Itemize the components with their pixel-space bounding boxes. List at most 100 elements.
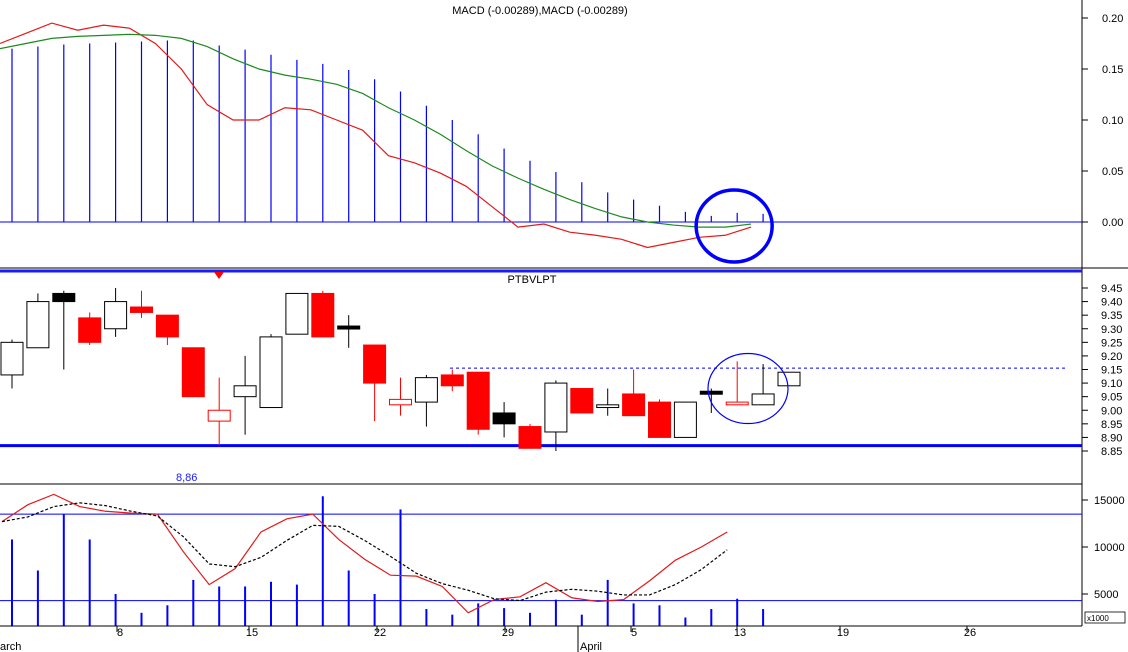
candle-body	[155, 314, 179, 338]
x-tick-label: 15	[246, 627, 258, 639]
volume-y-tick-label: 5000	[1094, 589, 1118, 601]
x-tick-label: 19	[837, 627, 849, 639]
x-tick-label: 13	[734, 627, 746, 639]
price-highlight-circle	[707, 352, 789, 425]
volume-panel: 15000 10000 5000	[0, 493, 1125, 626]
macd-highlight-circle	[694, 188, 774, 264]
candle-body	[648, 401, 671, 438]
candle-body	[78, 317, 102, 343]
candle	[648, 399, 671, 438]
macd-green-line	[0, 33, 752, 228]
candle	[78, 312, 102, 346]
x-tick-label: April	[580, 641, 602, 652]
candle	[389, 377, 412, 416]
volume-ma-dashed-line	[1, 502, 728, 602]
x-tick-label: 29	[502, 627, 514, 639]
candle	[673, 401, 697, 438]
candle	[104, 288, 128, 337]
candle-body	[389, 398, 412, 406]
candle	[466, 371, 490, 435]
macd-panel: MACD (-0.00289),MACD (-0.00289) 0.20 0.15…	[0, 5, 1123, 264]
x-tick-label: arch	[0, 641, 21, 652]
candle-body	[596, 404, 620, 409]
candle	[207, 377, 231, 446]
candle-body	[207, 409, 231, 422]
candle	[440, 369, 464, 392]
x-axis: arch 8 15 22 29 April 5 13 19 26	[0, 626, 976, 652]
candle	[285, 292, 309, 335]
candle-body	[259, 336, 283, 409]
candle-body	[181, 347, 205, 398]
candle-body	[466, 371, 490, 430]
candle	[725, 361, 749, 406]
price-y-tick-label: 9.40	[1101, 297, 1122, 309]
red-marker-icon	[214, 272, 224, 279]
candle-body	[777, 371, 801, 387]
candle-body	[233, 385, 257, 398]
candle	[155, 314, 179, 346]
candle	[0, 339, 24, 389]
price-y-tick-label: 8.90	[1101, 432, 1122, 444]
candle	[26, 293, 50, 349]
x-tick-label: 22	[374, 627, 386, 639]
x-tick-label: 5	[631, 627, 637, 639]
candle	[518, 423, 542, 449]
x-tick-label: 26	[964, 627, 976, 639]
low-annotation: 8,86	[176, 472, 197, 484]
candle	[596, 388, 620, 416]
candle-body	[622, 393, 646, 417]
price-y-tick-label: 9.05	[1101, 392, 1122, 404]
price-title: PTBVLPT	[508, 274, 557, 286]
candle-body	[440, 374, 464, 387]
candle	[181, 347, 205, 398]
candle-body	[673, 401, 697, 438]
macd-title: MACD (-0.00289),MACD (-0.00289)	[452, 5, 627, 17]
candle-body	[414, 377, 438, 403]
candle	[777, 371, 801, 387]
candle-body	[570, 388, 594, 414]
candle-body	[0, 341, 24, 376]
candle	[492, 402, 516, 438]
candle-body	[544, 382, 568, 433]
candle	[311, 290, 335, 338]
price-y-tick-label: 8.95	[1101, 419, 1122, 431]
candle	[414, 374, 438, 427]
macd-y-tick-label: 0.00	[1102, 217, 1123, 229]
candle-body	[311, 292, 335, 338]
macd-y-tick-label: 0.20	[1102, 13, 1123, 25]
price-y-tick-label: 9.45	[1101, 283, 1122, 295]
candle-body	[104, 301, 128, 330]
price-y-tick-label: 9.25	[1101, 337, 1122, 349]
candle-body	[751, 393, 775, 406]
candle	[699, 388, 723, 413]
candle	[130, 290, 153, 318]
candle	[751, 364, 775, 406]
candle	[570, 388, 594, 414]
volume-ma-red-line	[1, 493, 728, 614]
price-y-tick-label: 9.10	[1101, 378, 1122, 390]
candle	[52, 290, 76, 370]
candle-body	[699, 390, 723, 395]
candle-body	[363, 344, 387, 384]
macd-y-tick-label: 0.10	[1102, 115, 1123, 127]
candle	[544, 380, 568, 451]
candle-body	[492, 412, 516, 425]
candle-body	[285, 292, 309, 335]
macd-y-tick-label: 0.15	[1102, 64, 1123, 76]
price-y-tick-label: 8.85	[1101, 446, 1122, 458]
macd-y-tick-label: 0.05	[1102, 166, 1123, 178]
price-y-tick-label: 9.30	[1101, 324, 1122, 336]
unit-box	[1084, 611, 1126, 624]
price-y-tick-label: 9.35	[1101, 310, 1122, 322]
candle	[622, 369, 646, 417]
candle-body	[26, 301, 50, 349]
candle-body	[52, 292, 76, 303]
x-tick-label: 8	[117, 627, 123, 639]
candle-body	[518, 426, 542, 449]
price-y-tick-label: 9.15	[1101, 365, 1122, 377]
volume-y-tick-label: 10000	[1094, 542, 1125, 554]
candle	[337, 315, 361, 348]
candle-body	[337, 325, 361, 330]
candle-body	[130, 306, 153, 313]
